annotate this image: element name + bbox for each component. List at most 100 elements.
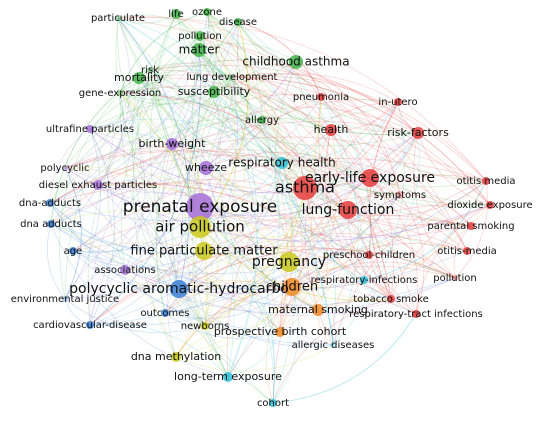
edge (50, 69, 151, 225)
edge (199, 35, 468, 252)
edge (119, 69, 233, 94)
edge (49, 136, 487, 204)
node-label: prospective birth cohort (214, 325, 347, 338)
edge (213, 91, 417, 315)
node-label: cardiovascular-disease (33, 320, 147, 331)
node (275, 327, 285, 337)
edge (227, 331, 281, 378)
node (325, 124, 337, 136)
edge (199, 173, 371, 228)
edge (59, 92, 121, 300)
edge (272, 313, 417, 404)
edge (164, 286, 293, 319)
edge (119, 85, 491, 206)
edge (138, 76, 233, 90)
edge (117, 17, 468, 252)
edge (149, 60, 419, 134)
node (463, 247, 471, 255)
node (223, 372, 233, 382)
edge (164, 162, 283, 314)
edge (89, 132, 419, 326)
edge (199, 209, 349, 239)
edge (399, 194, 425, 315)
edge (97, 92, 124, 186)
edge (231, 76, 491, 206)
node-label: pregnancy (252, 254, 326, 270)
edge (119, 69, 151, 94)
edge (64, 35, 201, 300)
edge (453, 225, 472, 279)
edge (149, 69, 399, 120)
edge (89, 49, 201, 326)
edge (89, 49, 201, 326)
edge (138, 77, 235, 378)
edge (124, 269, 456, 316)
edge (291, 243, 468, 288)
edge (272, 132, 419, 404)
edge (64, 167, 82, 300)
node-label: risk-factors (387, 126, 449, 139)
node (365, 251, 373, 259)
node-label: environmental justice (11, 294, 119, 305)
node (283, 278, 301, 296)
node-label: long-term exposure (174, 370, 282, 383)
edge (72, 250, 205, 268)
edge (332, 254, 370, 346)
edge (89, 49, 200, 130)
node (452, 275, 458, 281)
edge (64, 146, 306, 189)
edge (184, 91, 229, 378)
edge (206, 11, 336, 346)
edge (50, 223, 177, 358)
edge (231, 76, 297, 404)
edge (231, 76, 491, 206)
node (258, 116, 266, 124)
edge (369, 177, 456, 279)
edge (203, 209, 349, 255)
edge (72, 206, 201, 253)
edge (117, 17, 370, 256)
edge (204, 187, 306, 327)
edge (199, 226, 275, 404)
node-label: risk (141, 65, 159, 76)
edge (171, 76, 233, 290)
node (394, 98, 402, 106)
edge (279, 101, 399, 333)
edge (50, 223, 229, 378)
edge (231, 75, 487, 182)
node-label: mortality (114, 71, 164, 84)
edge (199, 35, 259, 378)
edge (417, 132, 491, 206)
edge (231, 76, 392, 300)
edge (198, 49, 220, 208)
edge (124, 216, 468, 271)
edge (155, 21, 239, 314)
node (330, 342, 336, 348)
edge (124, 21, 239, 271)
edge (89, 128, 115, 326)
edge (72, 215, 370, 256)
edge (49, 69, 151, 204)
edge (64, 298, 206, 334)
edge (119, 11, 208, 94)
edge (49, 128, 91, 204)
edge (198, 49, 332, 131)
edge (124, 254, 370, 294)
node (147, 67, 153, 73)
edge (363, 180, 487, 281)
edge (199, 21, 249, 228)
node-label: pollution (433, 273, 477, 284)
edge (72, 250, 180, 291)
edge (279, 177, 371, 333)
node (289, 55, 303, 69)
edge (231, 72, 419, 134)
edge (198, 49, 419, 136)
edge (415, 204, 491, 315)
edge (213, 73, 399, 103)
edge (50, 223, 456, 306)
edge (72, 158, 487, 252)
edge (64, 166, 290, 263)
edge (368, 252, 456, 279)
edge (175, 132, 419, 358)
edge (291, 279, 392, 300)
